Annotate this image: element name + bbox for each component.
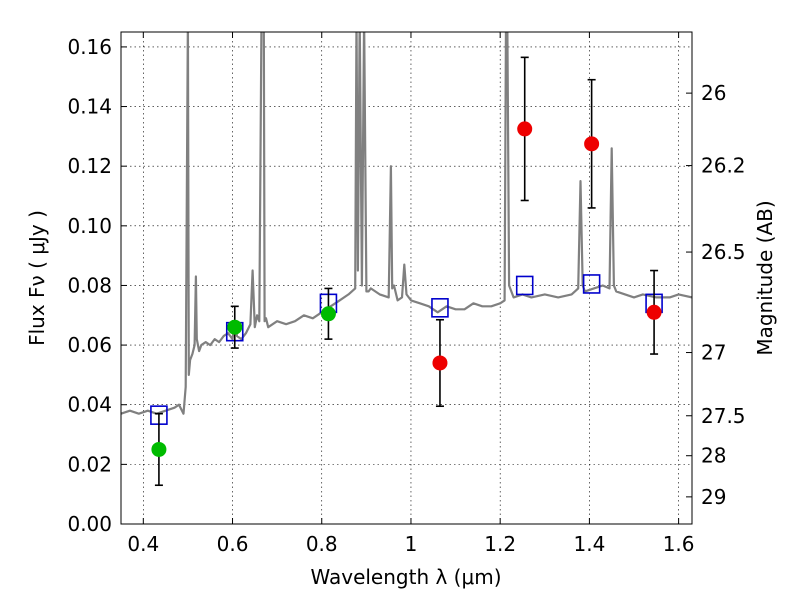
x-tick-label: 1.4 [573,532,605,556]
model-square-point [515,275,534,296]
y-tick-label: 0.04 [67,393,112,417]
y2-tick-label: 27 [701,341,726,365]
y-tick-label: 0.08 [67,273,112,297]
y-tick-label: 0.12 [67,154,112,178]
observed-point [151,441,167,457]
grid [121,32,692,525]
y2-tick-label: 29 [701,485,726,509]
x-tick-label: 1.2 [484,532,516,556]
model-square-point [582,274,601,294]
x-axis-label: Wavelength λ (μm) [310,565,501,589]
y2-axis-label: Magnitude (AB) [753,200,777,355]
y-tick-label: 0.16 [67,35,112,59]
y-tick-label: 0.14 [67,95,112,119]
x-tick-label: 0.8 [306,532,338,556]
y-tick-label: 0.06 [67,333,112,357]
plot-frame [120,31,693,525]
axis-ticks: 0.4 0.6 0.8 1 1.2 1.4 1.6 0.00 0.02 0.04 0.06 0.08 0… [67,32,746,556]
y2-tick-label: 27.5 [701,404,746,428]
observed-point [227,319,243,335]
y2-tick-label: 26 [701,81,726,105]
spectrum-line [121,32,692,415]
observed-point [517,121,533,137]
plot-area [121,32,692,487]
x-tick-label: 1.6 [663,532,695,556]
observed-point [584,136,600,152]
observed-point [432,355,448,371]
y2-tick-label: 28 [701,444,726,468]
observed-point [646,304,662,320]
y2-tick-label: 26.5 [701,240,746,264]
model-square-point [431,298,449,318]
y-tick-label: 0.10 [67,214,112,238]
x-tick-label: 1 [405,532,418,556]
y-axis-label: Flux Fν ( μJy ) [25,210,49,346]
x-tick-label: 0.6 [217,532,249,556]
y-tick-label: 0.02 [67,452,112,476]
y2-tick-label: 26.2 [701,154,746,178]
y-tick-label: 0.00 [67,512,112,536]
x-tick-label: 0.4 [127,532,159,556]
observed-point [320,306,336,322]
